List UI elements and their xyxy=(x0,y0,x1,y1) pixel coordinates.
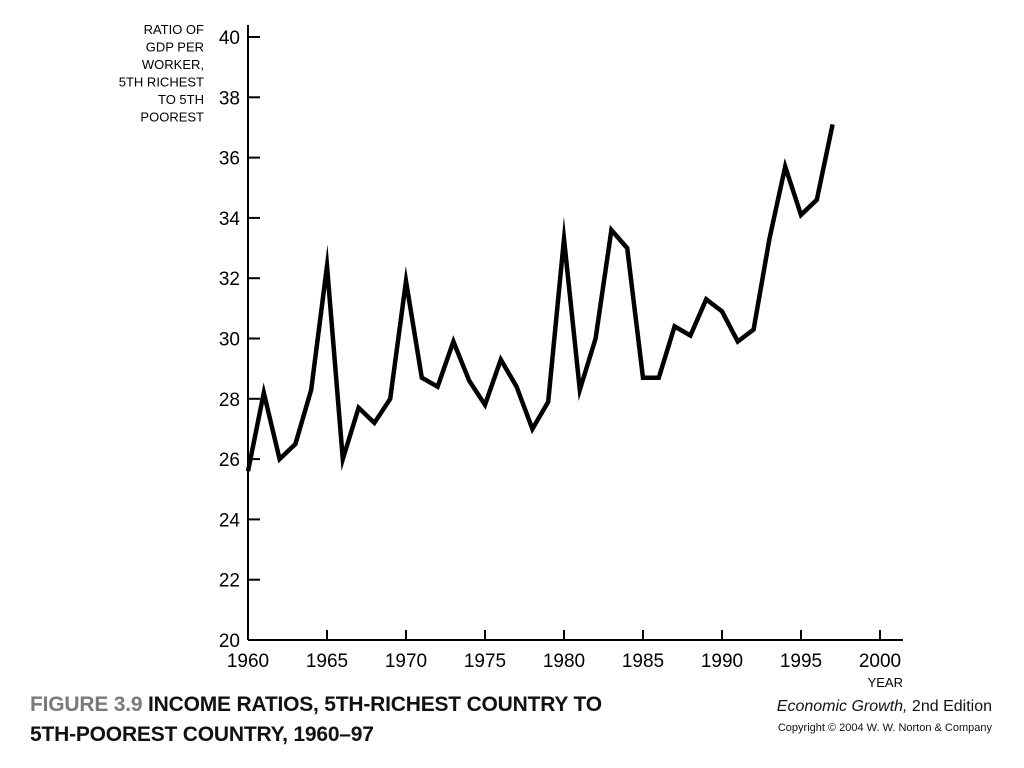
y-axis-label-line: TO 5TH xyxy=(158,92,204,107)
series-line xyxy=(245,123,835,472)
y-tick-label: 30 xyxy=(219,330,240,351)
figure-caption: FIGURE 3.9 INCOME RATIOS, 5TH-RICHEST CO… xyxy=(30,690,602,750)
book-edition: 2nd Edition xyxy=(907,698,992,715)
y-tick-label: 24 xyxy=(219,510,241,531)
caption-line-1: FIGURE 3.9 INCOME RATIOS, 5TH-RICHEST CO… xyxy=(30,690,602,720)
y-tick-label: 38 xyxy=(219,88,240,109)
x-tick-label: 1985 xyxy=(622,651,664,672)
y-tick-label: 34 xyxy=(219,209,241,230)
y-tick-label: 22 xyxy=(219,571,240,592)
y-tick-label: 36 xyxy=(219,149,240,170)
x-tick-label: 1980 xyxy=(543,651,585,672)
x-tick-label: 1965 xyxy=(306,651,348,672)
x-tick-label: 1970 xyxy=(385,651,427,672)
caption-line-2: 5TH-POOREST COUNTRY, 1960–97 xyxy=(30,723,374,746)
x-tick-label: 2000 xyxy=(859,651,901,672)
y-axis-label-line: WORKER, xyxy=(142,57,204,72)
y-tick-label: 28 xyxy=(219,390,240,411)
tick-labels: 20 22 24 26 28 30 32 34 36 38 40 1960 1965 1970 1975 19… xyxy=(219,28,901,672)
y-axis-label-line: 5TH RICHEST xyxy=(119,75,204,90)
x-axis-label: YEAR xyxy=(868,675,903,690)
copyright: Copyright © 2004 W. W. Norton & Company xyxy=(777,722,992,734)
y-axis-label-line: RATIO OF xyxy=(144,22,204,37)
y-tick-label: 40 xyxy=(219,28,240,49)
y-tick-label: 32 xyxy=(219,269,240,290)
y-tick-label: 26 xyxy=(219,450,240,471)
book-title-line: Economic Growth, 2nd Edition xyxy=(777,698,992,716)
book-credit: Economic Growth, 2nd Edition Copyright ©… xyxy=(777,698,992,734)
book-title: Economic Growth, xyxy=(776,698,908,715)
y-axis-label: RATIO OF GDP PER WORKER, 5TH RICHEST TO 5TH P… xyxy=(119,22,204,125)
x-tick-label: 1995 xyxy=(780,651,822,672)
x-tick-label: 1990 xyxy=(701,651,743,672)
series-group xyxy=(245,123,835,472)
figure-number: FIGURE 3.9 xyxy=(30,693,143,716)
caption-title-1: INCOME RATIOS, 5TH-RICHEST COUNTRY TO xyxy=(148,693,602,716)
y-axis-label-line: POOREST xyxy=(140,110,204,125)
y-tick-label: 20 xyxy=(219,631,240,652)
x-tick-label: 1960 xyxy=(227,651,269,672)
y-axis-label-line: GDP PER xyxy=(146,40,204,55)
x-tick-label: 1975 xyxy=(464,651,506,672)
